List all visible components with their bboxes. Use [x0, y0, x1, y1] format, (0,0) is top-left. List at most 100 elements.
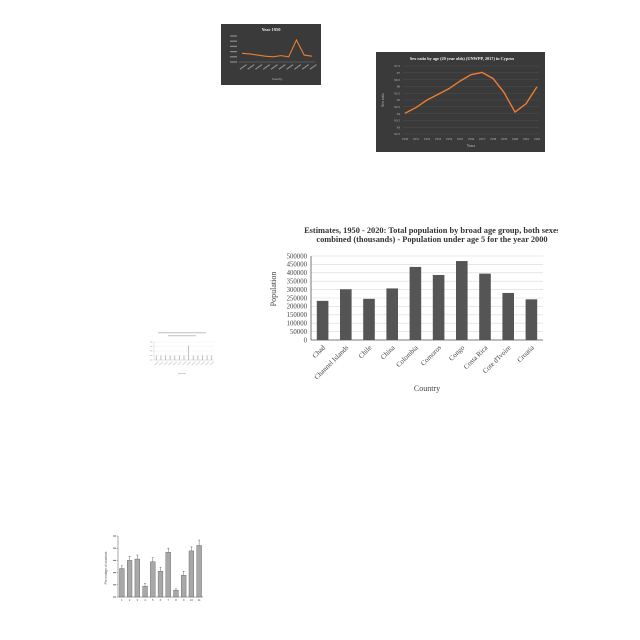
- y-tick-label: 450000: [287, 262, 308, 269]
- chart4-svg: [150, 332, 215, 374]
- bar: [178, 355, 180, 360]
- y-tick-label: 250000: [287, 295, 308, 302]
- x-tick-label: 4: [144, 598, 146, 602]
- y-tick-label: 300000: [287, 287, 308, 294]
- bar: [456, 261, 468, 340]
- y-tick-label: 150000: [287, 312, 308, 319]
- y-tick-label: [230, 56, 237, 58]
- bar: [196, 545, 202, 598]
- y-tick-label: 94: [397, 112, 401, 116]
- bar: [181, 575, 187, 598]
- x-tick-label: [172, 361, 178, 366]
- bar: [409, 266, 422, 340]
- x-tick-label: [182, 361, 187, 366]
- x-tick-label: [186, 361, 192, 366]
- faint-bar-chart: [144, 330, 220, 378]
- x-tick-label: 1953: [435, 137, 442, 141]
- bar: [188, 550, 195, 598]
- y-tick-label: 500000: [287, 253, 308, 260]
- y-axis-label: Sex ratio: [381, 93, 385, 107]
- bar: [206, 355, 208, 360]
- x-tick-label: Congo: [447, 343, 466, 362]
- bar: [165, 355, 166, 360]
- y-tick-label: [230, 40, 237, 42]
- x-tick-label: 1960: [512, 137, 519, 141]
- cyprus-sex-ratio-chart: Sex ratio by age (20 year olds) (UNWPP, …: [376, 52, 545, 152]
- y-tick-label: [113, 572, 116, 574]
- y-tick-label: 97.5: [394, 64, 400, 68]
- x-tick-label: 10: [190, 598, 194, 602]
- y-tick-label: 400000: [287, 270, 308, 277]
- population-under-5-chart: Estimates, 1950 - 2020: Total population…: [268, 222, 558, 394]
- x-axis-label: Country: [414, 384, 440, 393]
- x-tick-label: [270, 64, 278, 70]
- x-tick-label: 1: [121, 598, 123, 602]
- y-tick-label: 92.5: [394, 132, 400, 136]
- y-tick-label: [230, 45, 237, 47]
- x-tick-label: [278, 64, 286, 70]
- bar: [202, 355, 203, 360]
- x-tick-label: Chad: [311, 343, 327, 359]
- y-tick-label: [150, 355, 153, 356]
- bar: [119, 568, 125, 598]
- y-tick-label: 93: [397, 125, 401, 129]
- y-axis-label: Population: [269, 272, 278, 307]
- x-tick-label: 8: [175, 598, 177, 602]
- bar: [432, 274, 445, 340]
- bar: [155, 355, 157, 360]
- bar: [363, 298, 375, 340]
- y-tick-label: 200000: [287, 304, 308, 311]
- x-tick-label: [293, 64, 302, 70]
- bar: [126, 560, 133, 598]
- x-tick-label: 3: [136, 598, 138, 602]
- bar: [525, 299, 538, 340]
- x-tick-label: [191, 361, 196, 366]
- x-tick-label: [239, 64, 247, 70]
- chart-title-line-2: combined (thousands) - Population under …: [316, 235, 547, 244]
- x-tick-label: China: [379, 343, 397, 361]
- x-tick-label: 1957: [479, 137, 486, 141]
- y-tick-label: [150, 341, 153, 343]
- chart2-svg: Sex ratio by age (20 year olds) (UNWPP, …: [376, 52, 545, 152]
- x-tick-label: [286, 64, 294, 70]
- x-tick-label: [209, 361, 215, 366]
- x-tick-label: [154, 361, 159, 366]
- x-tick-label: 1956: [468, 137, 475, 141]
- x-tick-label: 1950: [402, 137, 409, 141]
- bar: [173, 590, 179, 598]
- chart-background: [376, 52, 545, 152]
- y-tick-label: 97: [397, 71, 401, 75]
- x-tick-label: Chile: [357, 344, 373, 360]
- x-tick-label: 1962: [534, 137, 541, 141]
- y-tick-label: [113, 547, 116, 549]
- y-tick-label: [113, 596, 116, 598]
- bar: [188, 345, 190, 360]
- bar: [197, 355, 199, 360]
- y-tick-label: 96.5: [394, 78, 400, 82]
- title-line: [168, 335, 196, 337]
- bar: [340, 289, 352, 340]
- chart3-svg: Estimates, 1950 - 2020: Total population…: [269, 226, 558, 393]
- bar: [160, 355, 162, 360]
- bar: [386, 288, 398, 340]
- bar: [165, 552, 171, 598]
- chart-background: [221, 24, 321, 85]
- y-tick-label: 95.5: [394, 91, 400, 95]
- y-tick-label: 95: [397, 98, 401, 102]
- bar: [157, 571, 164, 598]
- y-tick-label: [113, 584, 116, 586]
- x-tick-label: 1961: [523, 137, 530, 141]
- bar: [134, 558, 140, 598]
- x-tick-label: 11: [198, 598, 201, 602]
- x-tick-label: [200, 361, 205, 366]
- x-tick-label: [163, 361, 168, 366]
- chart-title: Year 1950: [261, 27, 281, 32]
- bar: [316, 300, 329, 340]
- chart5-svg: 1 2 3 4 5 6 7 8 9 10 11 Percentage of students: [104, 535, 203, 602]
- x-tick-label: Colombia: [395, 343, 421, 369]
- x-tick-label: [262, 64, 271, 70]
- students-percentage-chart: 1 2 3 4 5 6 7 8 9 10 11 Percentage of students: [103, 530, 205, 605]
- y-tick-label: [150, 359, 153, 361]
- bar: [174, 355, 176, 360]
- bar: [183, 355, 185, 360]
